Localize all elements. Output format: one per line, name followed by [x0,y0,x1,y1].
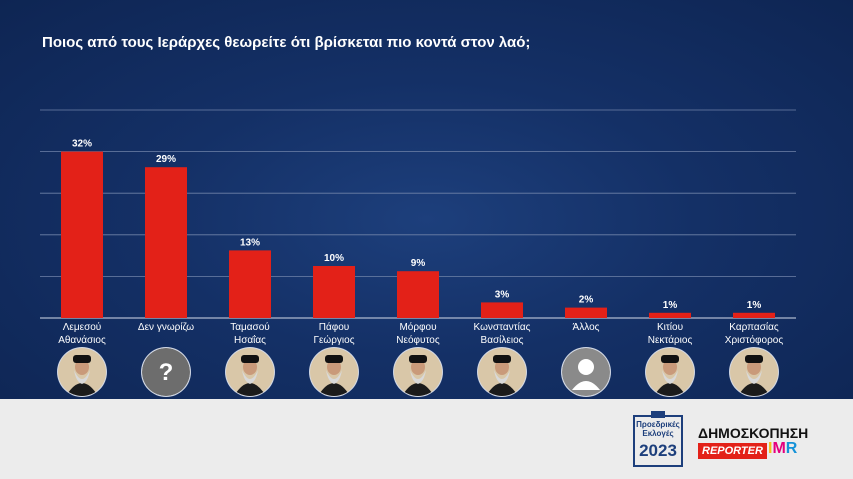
chart-panel: Ποιος από τους Ιεράρχες θεωρείτε ότι βρί… [0,0,853,399]
chart-title: Ποιος από τους Ιεράρχες θεωρείτε ότι βρί… [42,34,531,51]
imr-i: I [768,440,773,457]
reporter-logo: REPORTER [698,443,767,459]
bar [565,307,607,318]
bar [145,167,187,318]
category-label: Κιτίου [657,321,683,333]
category-label: Βασίλειος [481,334,524,346]
data-label: 1% [747,300,762,311]
imr-logo: IMR [768,440,797,458]
data-label: 32% [72,139,92,150]
data-label: 13% [240,237,260,248]
category-label: Νεκτάριος [648,334,693,346]
category-label: Λεμεσού [63,321,102,333]
photo-icon [226,348,274,396]
category-label: Αθανάσιος [58,334,106,346]
category-label: Μόρφου [399,321,436,333]
category-label: Πάφου [319,321,350,333]
category-label: Νεόφυτος [396,334,440,346]
data-label: 1% [663,300,678,311]
bar [481,302,523,318]
photo-icon [478,348,526,396]
logo-line2: Εκλογές [642,429,674,438]
photo-icon [310,348,358,396]
bar [61,151,103,318]
photo-icon [58,348,106,396]
svg-text:?: ? [159,359,174,386]
bar [313,266,355,318]
category-label: Καρπασίας [729,321,779,333]
bar [229,250,271,318]
category-label: Ταμασού [230,321,270,333]
bar [733,312,775,318]
data-label: 3% [495,289,510,300]
category-label: Κωνσταντίας [474,321,531,333]
imr-m: M [772,440,786,457]
photo-icon [730,348,778,396]
photo-icon [646,348,694,396]
data-label: 29% [156,154,176,165]
logo-year: 2023 [639,441,677,460]
data-label: 10% [324,253,344,264]
bar [649,312,691,318]
category-label: Ησαΐας [234,334,266,346]
category-label: Γεώργιος [313,334,354,346]
elections-2023-logo: Προεδρικές Εκλογές 2023 [633,410,683,468]
ballot-box-icon [633,411,683,467]
person-silhouette-icon [562,348,610,396]
question-mark-icon: ? [142,348,190,396]
brand-title: ΔΗΜΟΣΚΟΠΗΣΗ [698,425,809,441]
footer [0,399,853,479]
category-label: Χριστόφορος [725,334,784,346]
photo-icon [394,348,442,396]
category-label: Άλλος [573,322,600,333]
imr-r: R [785,440,798,457]
data-label: 2% [579,295,594,306]
logo-line1: Προεδρικές [636,420,680,429]
bar [397,271,439,318]
data-label: 9% [411,258,426,269]
category-label: Δεν γνωρίζω [138,321,194,333]
